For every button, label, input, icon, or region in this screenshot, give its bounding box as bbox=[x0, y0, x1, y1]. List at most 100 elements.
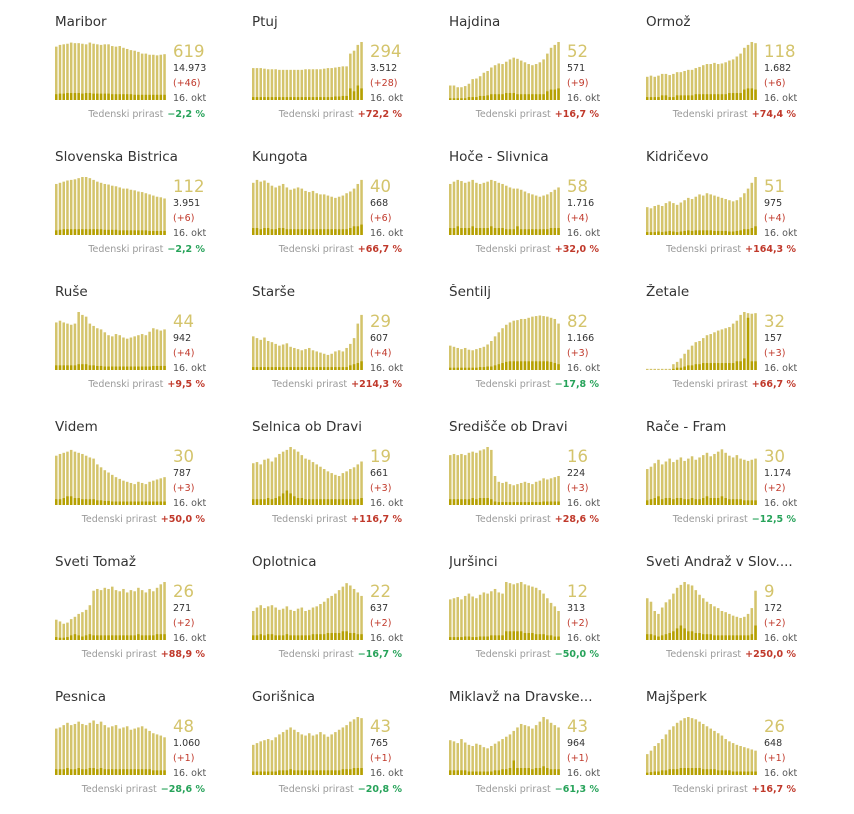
weekly-growth-label: Tedenski prirast bbox=[88, 109, 164, 120]
bar-new-cases bbox=[675, 498, 679, 505]
bar-new-cases bbox=[118, 94, 121, 100]
bar-new-cases bbox=[664, 95, 668, 100]
bar-new-cases bbox=[289, 493, 292, 505]
bar bbox=[660, 73, 664, 100]
bar bbox=[538, 196, 542, 235]
bar-new-cases bbox=[148, 635, 151, 640]
bar-new-cases bbox=[62, 229, 65, 235]
bar-new-cases bbox=[334, 770, 337, 775]
bar-new-cases bbox=[728, 770, 731, 775]
sparkline-chart bbox=[646, 582, 757, 640]
bar bbox=[660, 464, 664, 505]
bar-new-cases bbox=[360, 88, 363, 100]
bar-new-cases bbox=[746, 229, 750, 235]
weekly-growth: Tedenski prirast −17,8 % bbox=[476, 379, 599, 391]
bar bbox=[259, 181, 262, 235]
bar-new-cases bbox=[73, 634, 77, 640]
bar bbox=[73, 723, 77, 775]
bar bbox=[743, 47, 746, 100]
active-cases-value: 30 bbox=[764, 447, 785, 466]
municipality-name: Selnica ob Dravi bbox=[252, 419, 362, 435]
bar-new-cases bbox=[527, 94, 530, 100]
bar bbox=[55, 619, 58, 640]
weekly-growth-value: −2,2 % bbox=[167, 109, 205, 120]
bar-new-cases bbox=[735, 635, 739, 640]
bar bbox=[687, 197, 690, 235]
bar-new-cases bbox=[493, 365, 497, 370]
weekly-growth: Tedenski prirast +16,7 % bbox=[476, 109, 599, 121]
bar-new-cases bbox=[471, 637, 474, 640]
bar bbox=[125, 481, 129, 505]
total-cases-value: 964 bbox=[567, 738, 586, 749]
bar bbox=[557, 323, 560, 370]
bar-new-cases bbox=[296, 498, 300, 505]
bar-new-cases bbox=[255, 97, 259, 100]
bar-new-cases bbox=[296, 97, 300, 100]
bar bbox=[463, 595, 467, 640]
bar-new-cases bbox=[546, 361, 549, 370]
bar-new-cases bbox=[159, 94, 163, 100]
bar bbox=[69, 179, 73, 235]
bar-new-cases bbox=[475, 499, 478, 505]
bar bbox=[296, 69, 300, 100]
weekly-growth: Tedenski prirast −12,5 % bbox=[673, 514, 796, 526]
total-cases-value: 172 bbox=[764, 603, 783, 614]
bar bbox=[266, 341, 270, 370]
bar-new-cases bbox=[750, 361, 754, 370]
bar-new-cases bbox=[360, 224, 363, 235]
bar-new-cases bbox=[293, 367, 296, 370]
bar bbox=[163, 737, 166, 775]
bar bbox=[289, 69, 292, 100]
bar bbox=[311, 735, 315, 775]
municipality-name: Miklavž na Dravske... bbox=[449, 689, 593, 705]
bar-new-cases bbox=[527, 768, 530, 775]
bar-new-cases bbox=[133, 366, 136, 370]
bar-new-cases bbox=[746, 500, 750, 505]
bar bbox=[296, 349, 300, 370]
bar bbox=[81, 177, 84, 235]
municipality-card: Maribor 619 14.973 (+46) 16. okt Tedenski pri… bbox=[55, 14, 245, 139]
bar-new-cases bbox=[542, 634, 545, 640]
bar-new-cases bbox=[664, 498, 668, 505]
bar-new-cases bbox=[140, 230, 144, 235]
sparkline-chart bbox=[55, 449, 166, 505]
bar-new-cases bbox=[281, 367, 285, 370]
bar-new-cases bbox=[649, 634, 653, 640]
bar bbox=[140, 334, 144, 370]
bar bbox=[84, 44, 88, 100]
bar-new-cases bbox=[679, 231, 683, 235]
bar bbox=[709, 604, 712, 640]
bar-new-cases bbox=[152, 501, 155, 505]
bar-new-cases bbox=[482, 228, 486, 235]
sparkline-chart bbox=[449, 717, 560, 775]
bar-new-cases bbox=[88, 229, 92, 235]
bar bbox=[163, 582, 166, 640]
bar bbox=[452, 741, 456, 775]
bar-new-cases bbox=[698, 94, 701, 100]
bar bbox=[531, 316, 534, 370]
bar-new-cases bbox=[471, 226, 474, 235]
bar-new-cases bbox=[754, 226, 757, 235]
weekly-growth: Tedenski prirast +32,0 % bbox=[476, 244, 599, 256]
bar-new-cases bbox=[137, 501, 140, 505]
bar bbox=[746, 613, 750, 640]
bar-new-cases bbox=[159, 365, 163, 370]
bar bbox=[679, 584, 683, 640]
bar bbox=[69, 324, 73, 370]
bar-new-cases bbox=[660, 499, 664, 505]
bar bbox=[508, 734, 512, 775]
bar-new-cases bbox=[315, 634, 318, 640]
date-label: 16. okt bbox=[567, 633, 601, 644]
bar-new-cases bbox=[66, 365, 69, 370]
bar-new-cases bbox=[731, 499, 735, 505]
bar-new-cases bbox=[486, 366, 489, 370]
bar-new-cases bbox=[293, 496, 296, 505]
bar bbox=[103, 725, 107, 775]
bar bbox=[360, 595, 363, 640]
bar bbox=[81, 43, 84, 100]
bar bbox=[270, 461, 274, 505]
municipality-name: Gorišnica bbox=[252, 689, 316, 705]
bar bbox=[148, 331, 151, 370]
bar-new-cases bbox=[322, 97, 326, 100]
bar-new-cases bbox=[449, 499, 452, 505]
